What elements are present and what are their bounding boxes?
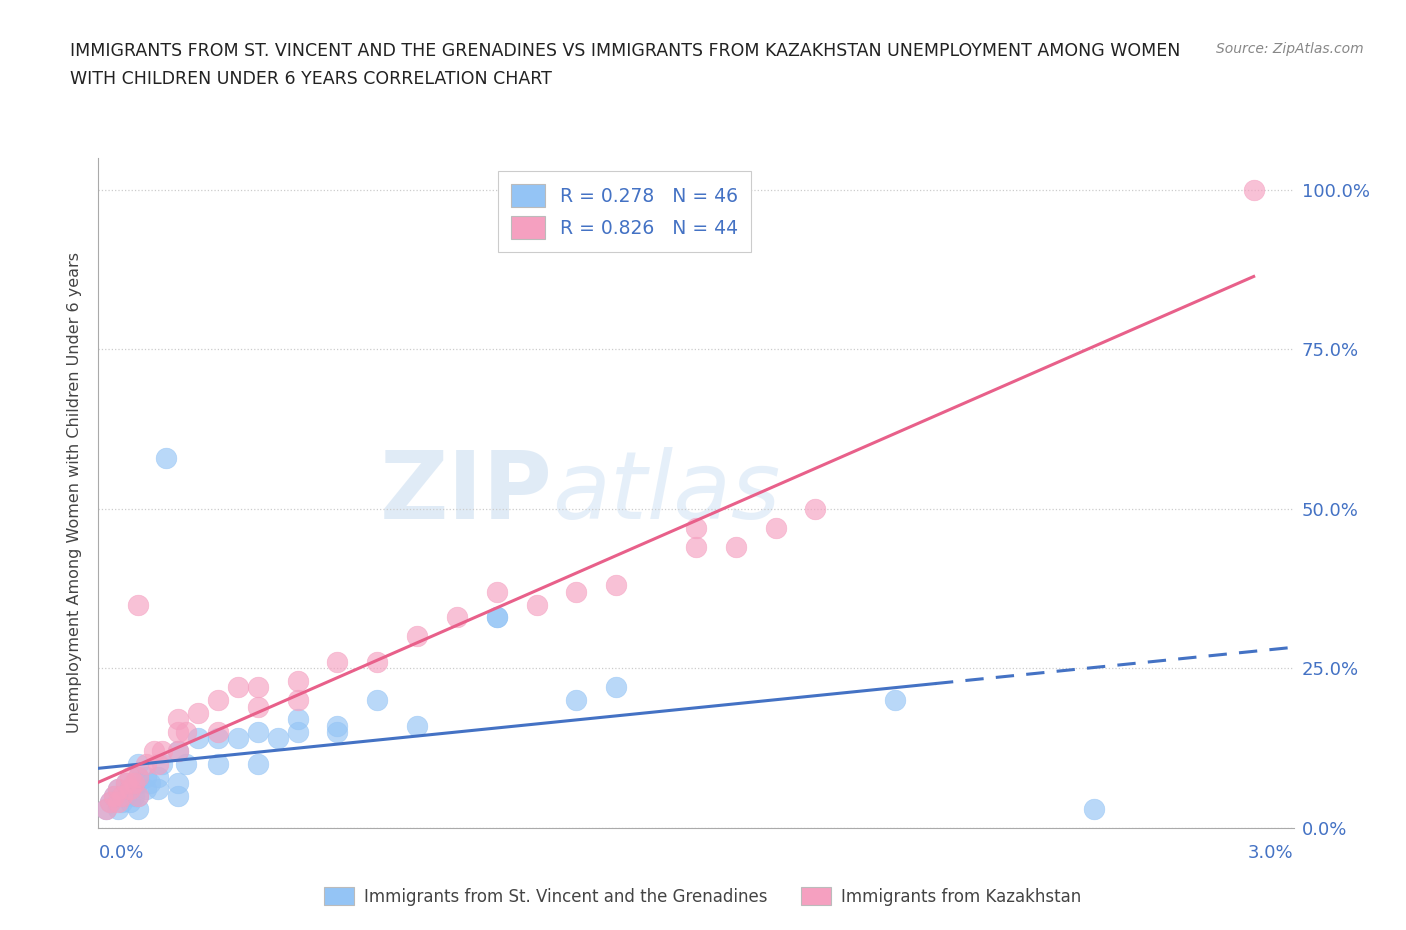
Point	[120, 782, 142, 797]
Text: atlas: atlas	[553, 447, 780, 538]
Point	[115, 776, 138, 790]
Point	[1243, 182, 1265, 197]
Point	[148, 756, 170, 771]
Point	[565, 584, 588, 599]
Point	[187, 706, 209, 721]
Text: 0.0%: 0.0%	[98, 844, 143, 862]
Point	[167, 744, 190, 759]
Y-axis label: Unemployment Among Women with Children Under 6 years: Unemployment Among Women with Children U…	[67, 252, 83, 734]
Point	[167, 789, 190, 804]
Point	[326, 655, 349, 670]
Point	[124, 776, 146, 790]
Text: IMMIGRANTS FROM ST. VINCENT AND THE GRENADINES VS IMMIGRANTS FROM KAZAKHSTAN UNE: IMMIGRANTS FROM ST. VINCENT AND THE GREN…	[70, 42, 1181, 60]
Point	[174, 724, 197, 739]
Point	[226, 680, 249, 695]
Point	[485, 610, 508, 625]
Point	[406, 718, 429, 733]
Point	[287, 693, 309, 708]
Point	[107, 801, 129, 816]
Point	[326, 724, 349, 739]
Point	[107, 782, 129, 797]
Point	[127, 769, 149, 784]
Point	[143, 744, 166, 759]
Point	[103, 789, 125, 804]
Point	[103, 789, 125, 804]
Point	[135, 782, 157, 797]
Point	[207, 731, 229, 746]
Point	[326, 718, 349, 733]
Point	[135, 756, 157, 771]
Point	[107, 782, 129, 797]
Point	[139, 776, 162, 790]
Point	[884, 693, 907, 708]
Point	[127, 801, 149, 816]
Point	[207, 756, 229, 771]
Point	[187, 731, 209, 746]
Point	[605, 680, 627, 695]
Point	[98, 795, 122, 810]
Point	[167, 744, 190, 759]
Point	[127, 789, 149, 804]
Text: Source: ZipAtlas.com: Source: ZipAtlas.com	[1216, 42, 1364, 56]
Point	[127, 789, 149, 804]
Legend: Immigrants from St. Vincent and the Grenadines, Immigrants from Kazakhstan: Immigrants from St. Vincent and the Gren…	[318, 881, 1088, 912]
Point	[107, 795, 129, 810]
Point	[150, 744, 173, 759]
Point	[366, 655, 388, 670]
Point	[287, 711, 309, 726]
Point	[207, 693, 229, 708]
Point	[804, 501, 827, 516]
Point	[167, 776, 190, 790]
Point	[115, 789, 138, 804]
Point	[1083, 801, 1105, 816]
Point	[120, 782, 142, 797]
Point	[246, 756, 269, 771]
Point	[207, 724, 229, 739]
Point	[267, 731, 290, 746]
Point	[246, 680, 269, 695]
Point	[127, 776, 149, 790]
Point	[246, 699, 269, 714]
Point	[127, 597, 149, 612]
Point	[98, 795, 122, 810]
Point	[366, 693, 388, 708]
Point	[155, 450, 177, 465]
Point	[526, 597, 548, 612]
Point	[115, 776, 138, 790]
Point	[685, 539, 707, 554]
Text: WITH CHILDREN UNDER 6 YEARS CORRELATION CHART: WITH CHILDREN UNDER 6 YEARS CORRELATION …	[70, 70, 553, 87]
Point	[485, 610, 508, 625]
Point	[605, 578, 627, 592]
Point	[167, 724, 190, 739]
Point	[246, 724, 269, 739]
Point	[120, 769, 142, 784]
Point	[167, 711, 190, 726]
Point	[124, 789, 146, 804]
Legend: R = 0.278   N = 46, R = 0.826   N = 44: R = 0.278 N = 46, R = 0.826 N = 44	[498, 171, 751, 252]
Point	[96, 801, 118, 816]
Point	[120, 795, 142, 810]
Point	[174, 756, 197, 771]
Point	[127, 756, 149, 771]
Point	[406, 629, 429, 644]
Point	[685, 521, 707, 536]
Point	[111, 795, 134, 810]
Point	[446, 610, 468, 625]
Text: ZIP: ZIP	[380, 447, 553, 538]
Point	[724, 539, 747, 554]
Point	[765, 521, 787, 536]
Point	[485, 584, 508, 599]
Point	[96, 801, 118, 816]
Point	[565, 693, 588, 708]
Point	[150, 756, 173, 771]
Point	[127, 769, 149, 784]
Point	[148, 782, 170, 797]
Point	[135, 769, 157, 784]
Text: 3.0%: 3.0%	[1249, 844, 1294, 862]
Point	[226, 731, 249, 746]
Point	[148, 769, 170, 784]
Point	[111, 789, 134, 804]
Point	[287, 673, 309, 688]
Point	[287, 724, 309, 739]
